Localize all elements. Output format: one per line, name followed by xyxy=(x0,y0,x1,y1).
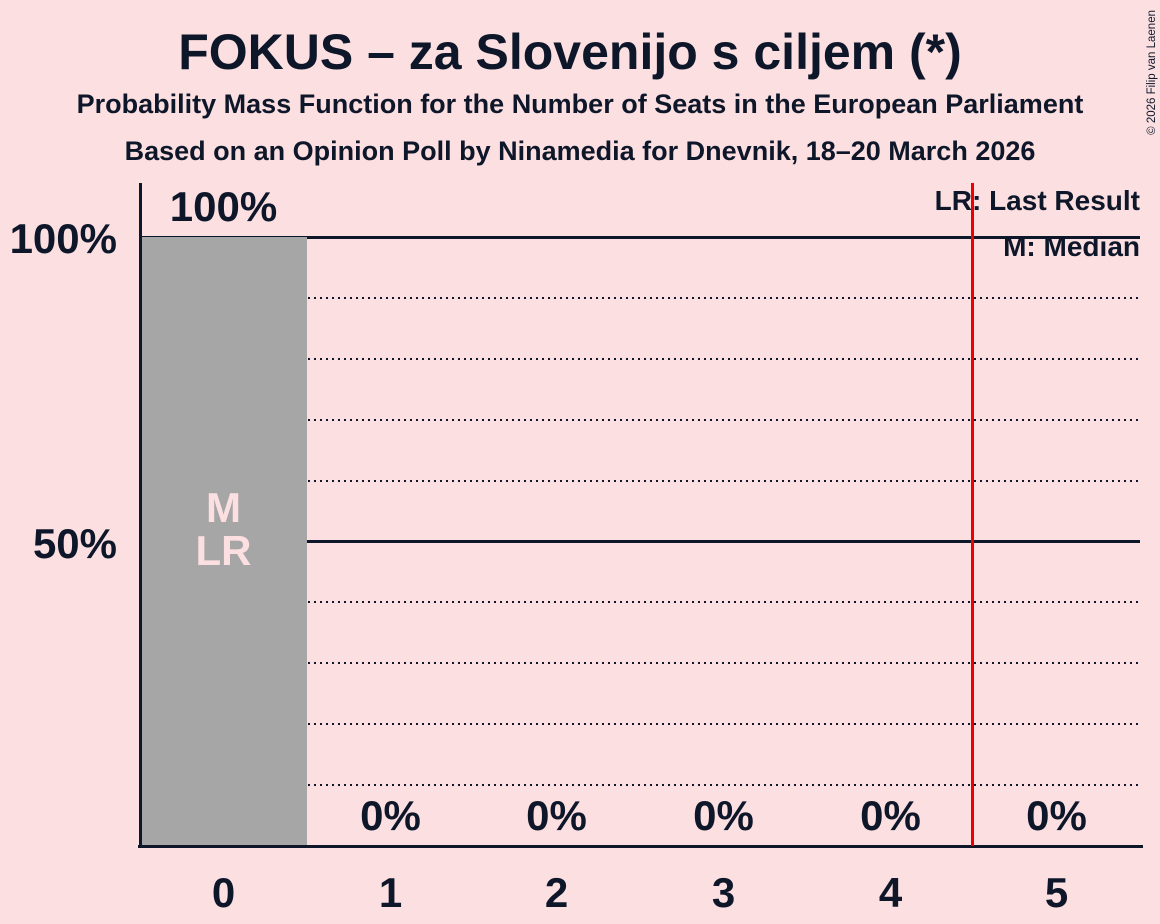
y-tick-50: 50% xyxy=(32,520,117,567)
gridline-40pct xyxy=(140,601,1140,603)
gridline-60pct xyxy=(140,480,1140,482)
gridline-90pct xyxy=(140,297,1140,299)
value-label-seat-1: 0% xyxy=(360,792,421,839)
legend-last-result: LR: Last Result xyxy=(934,185,1140,216)
copyright-notice: © 2026 Filip van Laenen xyxy=(1146,10,1158,135)
last-result-marker: LR xyxy=(195,527,252,574)
gridline-30pct xyxy=(140,662,1140,664)
x-tick-1: 1 xyxy=(378,869,403,916)
bar-median-lastresult-markers: M LR xyxy=(140,486,307,572)
bar-seat-0 xyxy=(142,237,307,845)
chart-title: FOKUS – za Slovenijo s ciljem (*) xyxy=(178,24,962,80)
x-tick-3: 3 xyxy=(711,869,736,916)
chart-subtitle: Probability Mass Function for the Number… xyxy=(76,89,1084,119)
red-marker-line xyxy=(971,183,974,846)
x-axis xyxy=(138,845,1143,848)
value-label-seat-2: 0% xyxy=(526,792,587,839)
y-axis xyxy=(139,183,142,848)
x-tick-0: 0 xyxy=(211,869,236,916)
value-label-seat-3: 0% xyxy=(693,792,754,839)
value-label-seat-5: 0% xyxy=(1026,792,1087,839)
gridline-20pct xyxy=(140,723,1140,725)
gridline-10pct xyxy=(140,784,1140,786)
gridline-70pct xyxy=(140,419,1140,421)
y-tick-100: 100% xyxy=(9,215,117,262)
x-tick-2: 2 xyxy=(544,869,569,916)
value-label-seat-0: 100% xyxy=(169,183,278,230)
median-marker: M xyxy=(206,484,241,531)
chart-subtitle-source: Based on an Opinion Poll by Ninamedia fo… xyxy=(124,136,1036,166)
value-label-seat-4: 0% xyxy=(860,792,921,839)
gridline-80pct xyxy=(140,358,1140,360)
gridline-100pct xyxy=(140,236,1140,239)
legend-median: M: Median xyxy=(1003,231,1140,262)
x-tick-5: 5 xyxy=(1044,869,1069,916)
x-tick-4: 4 xyxy=(878,869,903,916)
gridline-50pct xyxy=(140,540,1140,543)
